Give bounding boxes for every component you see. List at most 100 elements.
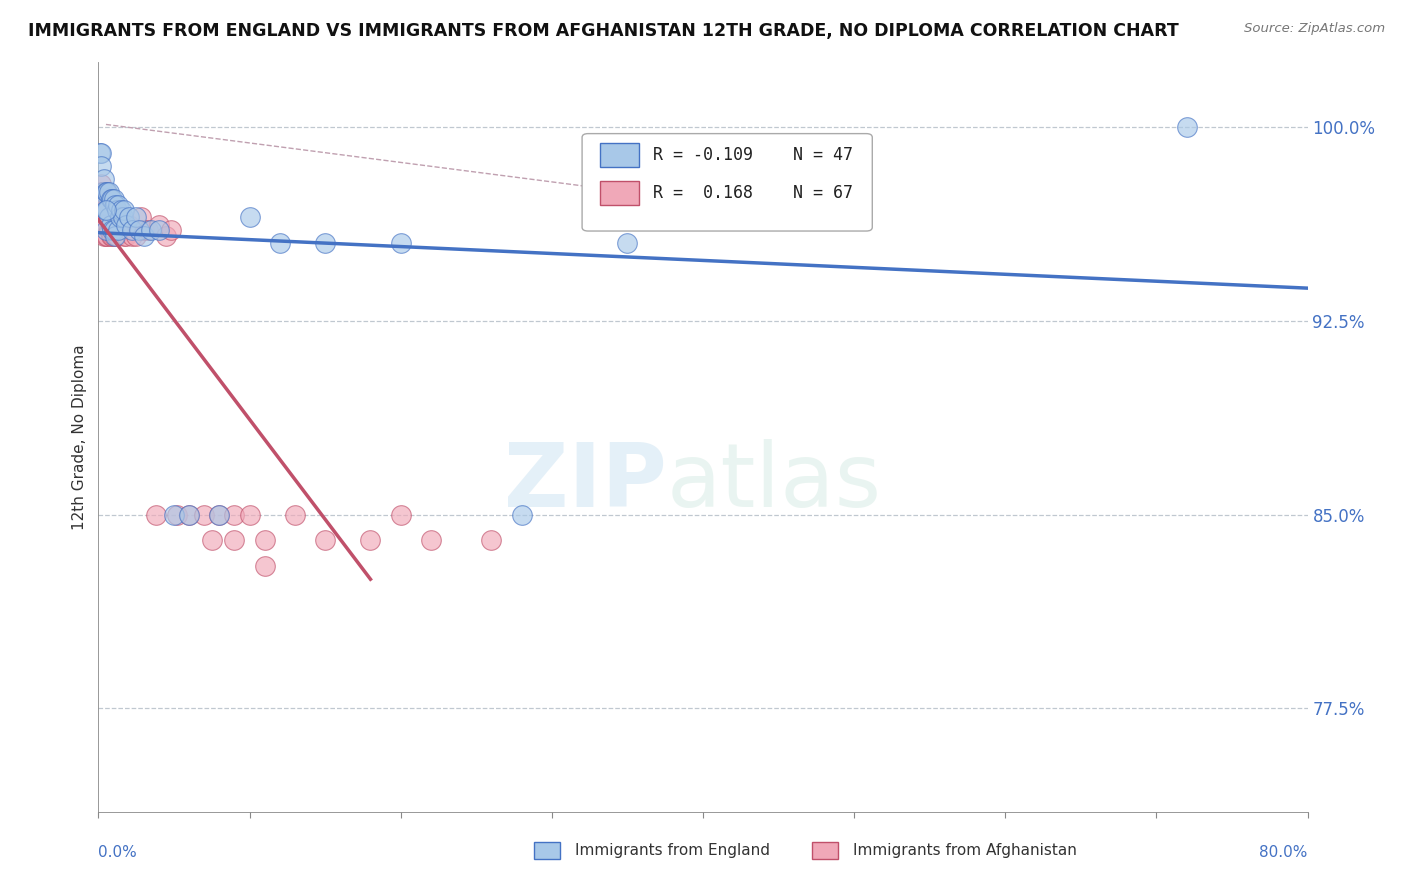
Point xyxy=(93,202,115,217)
Point xyxy=(111,223,134,237)
Point xyxy=(148,218,170,232)
Point xyxy=(136,223,159,237)
Point xyxy=(179,508,201,522)
Point xyxy=(93,185,115,199)
Point xyxy=(98,211,121,225)
Point xyxy=(94,228,117,243)
Point xyxy=(118,211,141,225)
Point xyxy=(96,202,118,217)
Point xyxy=(208,508,231,522)
Text: 0.0%: 0.0% xyxy=(98,846,138,861)
Point xyxy=(96,193,118,207)
Point xyxy=(239,211,262,225)
Point xyxy=(160,223,183,237)
Point xyxy=(90,202,112,217)
Point xyxy=(112,228,135,243)
Point xyxy=(101,223,124,237)
Point xyxy=(179,508,201,522)
Point xyxy=(104,202,127,217)
Point xyxy=(94,218,117,232)
Text: R =  0.168    N = 67: R = 0.168 N = 67 xyxy=(654,184,853,202)
Point xyxy=(96,228,118,243)
Point xyxy=(269,236,291,251)
Point xyxy=(93,218,115,232)
Text: atlas: atlas xyxy=(666,439,882,525)
Bar xyxy=(600,181,638,205)
Point xyxy=(155,228,177,243)
Point xyxy=(112,202,135,217)
Point xyxy=(103,228,125,243)
Point xyxy=(389,236,412,251)
Point xyxy=(121,223,143,237)
Point xyxy=(103,211,125,225)
Point xyxy=(201,533,224,548)
Point xyxy=(90,177,112,191)
Point xyxy=(510,508,533,522)
Point xyxy=(107,223,129,237)
Point xyxy=(118,218,141,232)
Point xyxy=(107,211,129,225)
Point xyxy=(420,533,443,548)
Point xyxy=(253,559,276,574)
Bar xyxy=(534,842,561,859)
Point xyxy=(103,193,125,207)
Point xyxy=(193,508,215,522)
Point xyxy=(132,228,155,243)
Point xyxy=(314,533,336,548)
Point xyxy=(163,508,186,522)
Point xyxy=(103,223,125,237)
Point xyxy=(90,145,112,160)
Point xyxy=(239,508,262,522)
Point xyxy=(1175,120,1198,134)
Point xyxy=(100,193,122,207)
Point xyxy=(94,202,117,217)
Point xyxy=(93,228,115,243)
Point xyxy=(100,211,122,225)
Point xyxy=(90,193,112,207)
Text: ZIP: ZIP xyxy=(503,439,666,525)
Point xyxy=(148,223,170,237)
Point xyxy=(91,197,114,211)
Bar xyxy=(600,144,638,168)
Point xyxy=(208,508,231,522)
Point xyxy=(91,211,114,225)
Point xyxy=(90,218,112,232)
Point xyxy=(98,193,121,207)
Point xyxy=(114,228,136,243)
Point xyxy=(90,159,112,173)
Point xyxy=(94,185,117,199)
Point xyxy=(89,145,111,160)
Point xyxy=(91,185,114,199)
Point xyxy=(314,236,336,251)
Point xyxy=(100,228,122,243)
Point xyxy=(101,228,124,243)
Point xyxy=(104,228,127,243)
Point xyxy=(108,211,131,225)
Point xyxy=(110,211,132,225)
Point xyxy=(108,223,131,237)
Point xyxy=(224,508,246,522)
Text: Immigrants from England: Immigrants from England xyxy=(575,843,770,858)
Point xyxy=(105,228,128,243)
Point xyxy=(98,185,121,199)
Point xyxy=(128,223,150,237)
Point xyxy=(616,236,638,251)
Text: 80.0%: 80.0% xyxy=(1260,846,1308,861)
Point xyxy=(125,228,148,243)
Text: IMMIGRANTS FROM ENGLAND VS IMMIGRANTS FROM AFGHANISTAN 12TH GRADE, NO DIPLOMA CO: IMMIGRANTS FROM ENGLAND VS IMMIGRANTS FR… xyxy=(28,22,1178,40)
Point xyxy=(360,533,382,548)
Bar xyxy=(811,842,838,859)
Point xyxy=(89,185,111,199)
Point xyxy=(224,533,246,548)
Point xyxy=(284,508,307,522)
Point xyxy=(132,223,155,237)
Point xyxy=(114,218,136,232)
Point xyxy=(125,211,148,225)
Point xyxy=(89,193,111,207)
Point xyxy=(94,185,117,199)
Point xyxy=(389,508,412,522)
FancyBboxPatch shape xyxy=(582,134,872,231)
Point xyxy=(121,228,143,243)
Point xyxy=(481,533,503,548)
Point xyxy=(107,197,129,211)
